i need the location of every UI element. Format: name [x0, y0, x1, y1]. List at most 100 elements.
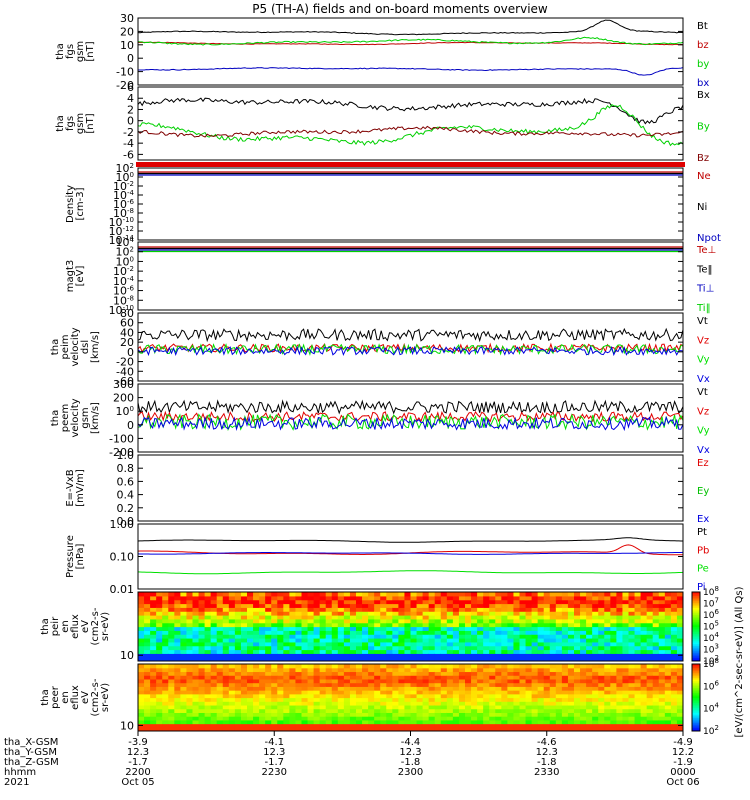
legend-efield-Ex: Ex: [697, 514, 709, 525]
xaxis-row-label: tha_X-GSM: [4, 737, 58, 748]
ytick-label: 0: [127, 115, 134, 128]
ylabel-peir_spec: (cm2-s-: [90, 607, 101, 645]
panel-frame: [137, 17, 684, 86]
ylabel-peir_spec: en: [60, 620, 71, 633]
ytick-label: -4: [123, 137, 134, 150]
series-fgs_dsl-Bx: [138, 97, 683, 125]
series-fgs-Bt: [138, 19, 683, 36]
series-peim_vel-Vx: [138, 345, 683, 357]
ylabel-peir_spec: eflux: [70, 614, 81, 639]
xtick-label: 2330: [534, 767, 559, 778]
ytick-label: 1.00: [110, 518, 135, 531]
xtick-label: -1.7: [128, 757, 148, 768]
legend-peim_vel-Vx: Vx: [697, 374, 710, 385]
ytick-label: 20: [120, 336, 134, 349]
density-top-band: [136, 162, 685, 167]
xtick-label: 12.2: [672, 747, 694, 758]
ytick-label: 0.10: [110, 551, 135, 564]
panel-frame: [137, 523, 684, 590]
ylabel-density: Density: [65, 185, 76, 223]
legend-efield-Ez: Ez: [697, 458, 709, 469]
panel-frame: [137, 383, 684, 453]
legend-peim_vel-Vz: Vz: [697, 335, 709, 346]
xtick-label: -1.9: [673, 757, 693, 768]
xtick-label: -4.4: [401, 737, 421, 748]
legend-pressure-Pe: Pe: [697, 564, 709, 575]
ylabel-fgs: gsm: [75, 41, 86, 62]
ylabel-temp: magt3: [65, 260, 76, 293]
ylabel-fgs_dsl: tha: [55, 115, 66, 131]
ylabel-fgs: tha: [55, 43, 66, 59]
ytick-label: 0.01: [110, 583, 135, 596]
series-fgs_dsl-By: [138, 104, 683, 147]
ytick-label: 0.6: [117, 475, 135, 488]
panel-frame: [137, 86, 684, 161]
series-fgs-by: [138, 36, 683, 46]
ytick-label: 0: [127, 346, 134, 359]
xaxis-row-label: tha_Y-GSM: [4, 747, 57, 758]
ytick-label: -40: [116, 365, 134, 378]
legend-fgs-bx: bx: [697, 78, 709, 89]
series-pressure-Pt: [138, 537, 683, 543]
series-peim_vel-Vt: [138, 327, 683, 343]
series-fgs_dsl-Bz: [138, 125, 683, 138]
page-title: P5 (TH-A) fields and on-board moments ov…: [252, 2, 548, 16]
legend-temp-Ti⊥: Ti⊥: [696, 284, 714, 295]
colorbar-tick: 106: [703, 679, 719, 692]
ylabel-efield: [mV/m]: [75, 469, 86, 507]
xtick-label: 12.3: [399, 747, 421, 758]
legend-peem_vel-Vy: Vy: [697, 426, 710, 437]
ytick-label: 10: [120, 649, 134, 662]
ylabel-peem_vel: gsm: [80, 407, 91, 428]
xtick-label: 2200: [125, 767, 150, 778]
panel-pressure: 0.01 0.10 1.00 Pressure [nPa] Pt Pb Pe Pi: [65, 518, 709, 596]
legend-efield-Ey: Ey: [697, 486, 709, 497]
ylabel-peer_spec: en: [60, 691, 71, 704]
ylabel-peem_vel: tha: [50, 410, 61, 426]
ylabel-pressure: Pressure: [65, 535, 76, 578]
legend-temp-Te⊥: Te⊥: [696, 245, 716, 256]
panel-efield: 0.00.20.40.60.81.0 E=-VxB [mV/m] Ez Ey Ex: [65, 449, 709, 528]
ytick-label: 100: [116, 171, 134, 184]
legend-peem_vel-Vt: Vt: [697, 387, 708, 398]
series-fgs-bx: [138, 67, 683, 76]
ylabel-fgs_dsl: [nT]: [85, 113, 96, 133]
ytick-label: 10: [120, 39, 134, 52]
legend-fgs-by: by: [697, 59, 709, 70]
ytick-label: 0: [127, 419, 134, 432]
spectrogram-peer_spec: [138, 664, 683, 731]
xtick-label: 12.3: [263, 747, 285, 758]
series-peem_vel-Vx: [138, 415, 683, 432]
ytick-label: 0: [127, 52, 134, 65]
legend-fgs-bz: bz: [697, 40, 709, 51]
legend-peem_vel-Vx: Vx: [697, 445, 710, 456]
panel-peer_spec: 10 tha peer en eflux eV (cm2-s-sr-eV): [40, 663, 684, 732]
xtick-label: Oct 06: [666, 777, 699, 788]
legend-pressure-Pt: Pt: [697, 527, 707, 538]
legend-density-Ne: Ne: [697, 171, 711, 182]
series-peem_vel-Vt: [138, 399, 683, 415]
ylabel-peim_vel: velocity: [70, 327, 81, 366]
legend-peem_vel-Vz: Vz: [697, 406, 709, 417]
ylabel-density: [cm-3]: [75, 187, 86, 220]
xtick-label: Oct 05: [121, 777, 154, 788]
ytick-label: 300: [113, 378, 134, 391]
ylabel-peir_spec: eV: [80, 620, 91, 633]
legend-fgs_dsl-Bx: Bx: [697, 90, 710, 101]
xtick-label: 12.3: [536, 747, 558, 758]
panel-density: 10-1410-1210-1010-810-610-410-2100102Den…: [65, 162, 721, 247]
legend-fgs-Bt: Bt: [697, 21, 708, 32]
ytick-label: 200: [113, 392, 134, 405]
ytick-label: -20: [116, 79, 134, 92]
ytick-label: -20: [116, 356, 134, 369]
ytick-label: 10: [120, 719, 134, 732]
ytick-label: 100: [116, 405, 134, 418]
ytick-label: 100: [116, 255, 134, 268]
ytick-label: 30: [120, 12, 134, 25]
xaxis-row-label: 2021: [4, 777, 29, 788]
legend-peim_vel-Vt: Vt: [697, 316, 708, 327]
